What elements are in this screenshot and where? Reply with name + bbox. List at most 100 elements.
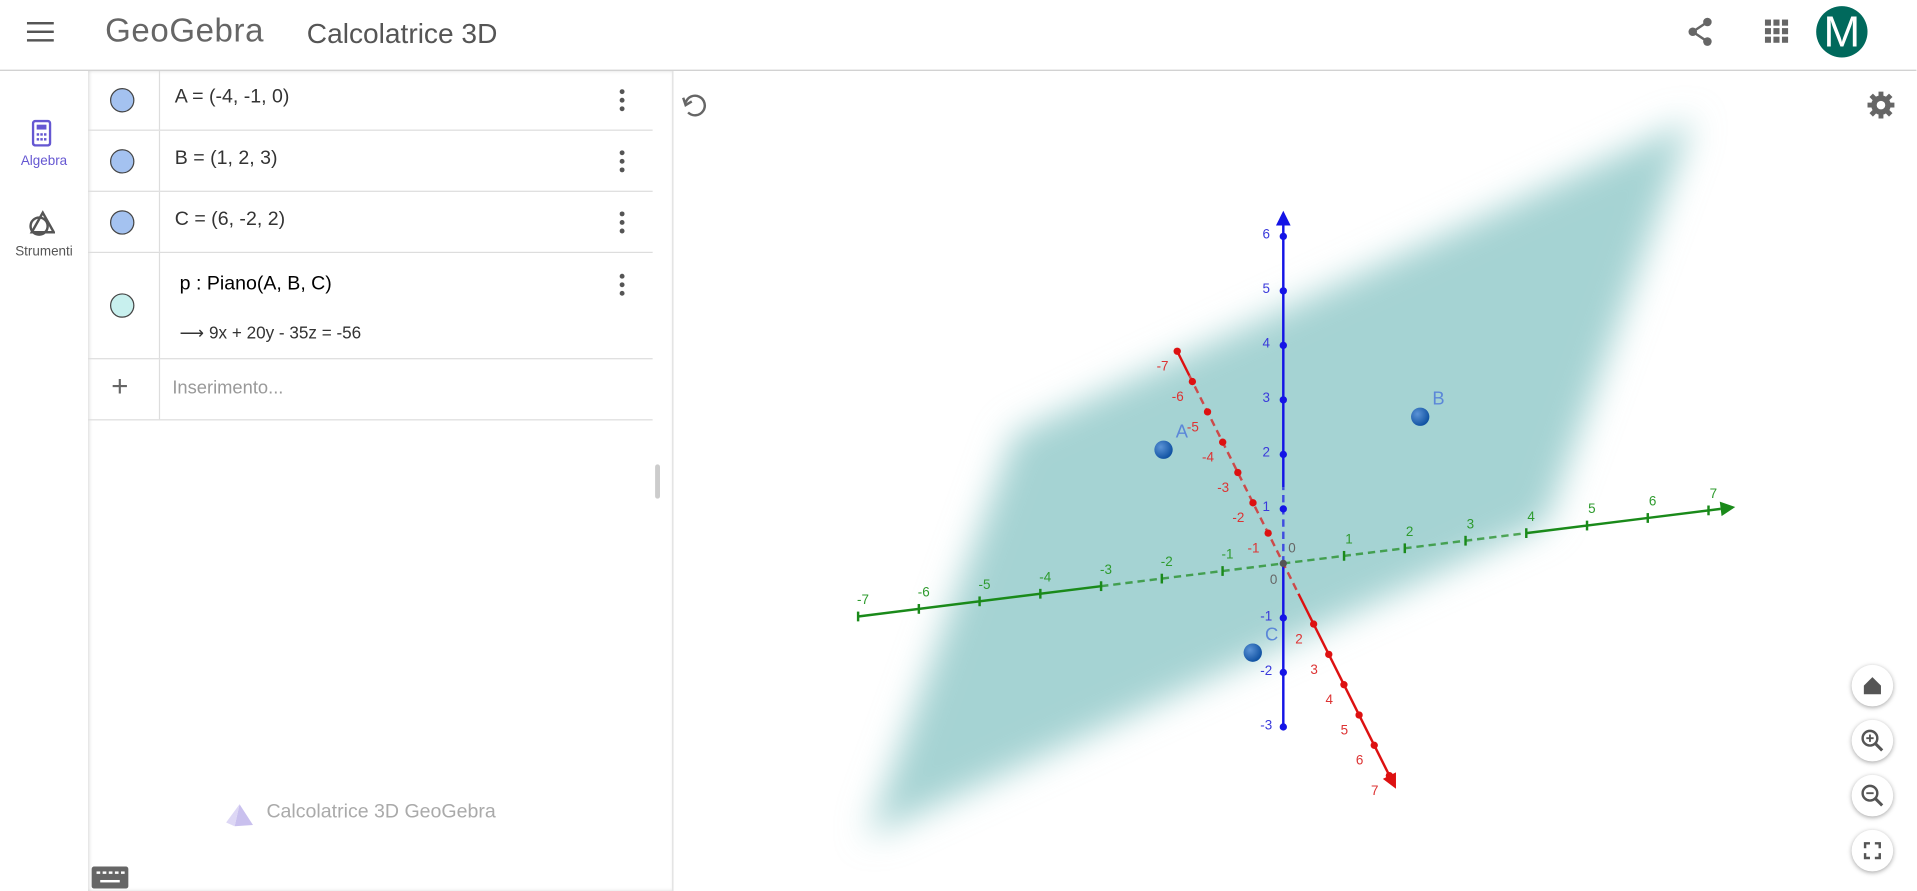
more-button[interactable]: [619, 150, 625, 176]
visibility-toggle[interactable]: [109, 293, 135, 318]
axis-label: 2: [1262, 445, 1269, 460]
axis-label: -6: [1172, 389, 1184, 404]
tick-dot: [1340, 681, 1348, 689]
origin: [1279, 559, 1287, 568]
share-button[interactable]: [1687, 17, 1716, 46]
undo-button[interactable]: [684, 94, 706, 117]
axis-label: -4: [1039, 569, 1051, 584]
axis-label: 4: [1326, 692, 1334, 707]
algebra-icon[interactable]: [31, 119, 52, 147]
axis-label: -3: [1100, 562, 1112, 577]
axis-label: -1: [1221, 547, 1233, 562]
separator: [158, 359, 161, 420]
tick-dot: [1219, 438, 1227, 446]
settings-button[interactable]: [1867, 91, 1895, 119]
undo-arrow: [682, 97, 693, 107]
axis-label: 2: [1406, 524, 1413, 539]
graphics-view: -7 -6 -5 -4 -3 -2 -1 1 2 3 4 5 6 7 -3 -2 -1 1 2 3 4 5 6 -7 -6 -5-…: [673, 71, 1916, 891]
tools-icon[interactable]: [28, 210, 55, 237]
axis-label: -6: [918, 585, 930, 600]
more-button[interactable]: [619, 273, 625, 300]
separator: [158, 252, 161, 359]
algebra-view: A = (-4, -1, 0) B = (1, 2, 3) C = (6, -2…: [87, 70, 674, 891]
tick-dot: [1370, 741, 1378, 749]
tick-dot: [1234, 468, 1242, 477]
axis-label: 3: [1262, 390, 1269, 405]
zoom-out-button[interactable]: [1851, 774, 1894, 817]
tick-dot: [1279, 450, 1287, 459]
algebra-row[interactable]: B = (1, 2, 3): [87, 130, 653, 192]
apps-button[interactable]: [1764, 19, 1789, 44]
tick-dot: [1279, 232, 1287, 241]
visibility-toggle[interactable]: [109, 149, 135, 174]
home-button[interactable]: [1851, 664, 1894, 707]
point-label: A: [1176, 421, 1189, 442]
axis: [1100, 531, 1527, 588]
add-icon: +: [111, 370, 129, 404]
origin-label: 0: [1270, 572, 1277, 587]
watermark-icon: [226, 804, 253, 827]
plane[interactable]: [867, 119, 1693, 838]
tick-dot: [1385, 771, 1394, 780]
point-label: B: [1432, 388, 1444, 409]
axis-label: -2: [1161, 554, 1173, 569]
more-button[interactable]: [619, 211, 625, 237]
origin-label: 0: [1288, 540, 1295, 555]
menu-button[interactable]: [26, 21, 56, 43]
more-button[interactable]: [619, 89, 625, 115]
axis-label: 5: [1262, 281, 1269, 296]
sidebar-label[interactable]: Strumenti: [15, 244, 73, 260]
axis-label: 1: [1262, 499, 1269, 514]
resize-handle[interactable]: [655, 464, 660, 499]
avatar[interactable]: M: [1816, 6, 1868, 58]
tick-dot: [1173, 347, 1181, 355]
axis-label: 6: [1649, 494, 1656, 509]
axis-label: 7: [1371, 783, 1378, 798]
sidebar-label[interactable]: Algebra: [20, 153, 68, 169]
axis-label: -3: [1217, 480, 1229, 495]
tick-dot: [1279, 341, 1287, 350]
algebra-row[interactable]: C = (6, -2, 2): [87, 191, 653, 253]
zoom-in-button[interactable]: [1851, 719, 1894, 762]
axis-label: -4: [1202, 450, 1214, 465]
fullscreen-button[interactable]: [1851, 829, 1894, 872]
watermark: Calcolatrice 3D GeoGebra: [266, 801, 496, 823]
tick-dot: [1279, 668, 1287, 677]
axis-label: 7: [1710, 486, 1717, 501]
row-text: p : Piano(A, B, C): [179, 273, 332, 295]
point-label: C: [1265, 623, 1278, 644]
input-row[interactable]: + Inserimento...: [87, 359, 653, 421]
visibility-toggle[interactable]: [109, 87, 135, 113]
axis: [1176, 350, 1191, 377]
visibility-toggle[interactable]: [109, 210, 135, 235]
input-placeholder[interactable]: Inserimento...: [172, 377, 284, 399]
sidebar: Algebra Strumenti: [0, 71, 129, 891]
header: GeoGebra Calcolatrice 3D M: [0, 0, 1917, 71]
axis-label: -1: [1260, 608, 1272, 623]
axis-label: -2: [1232, 510, 1244, 525]
axis-label: 5: [1341, 722, 1348, 737]
axis-label: -5: [979, 577, 991, 592]
separator: [158, 130, 161, 191]
3d-view[interactable]: -7-6-5-4-3-2-11234567-3-2-1123456-7-6-5-…: [673, 71, 1916, 891]
axis-label: 4: [1527, 509, 1535, 524]
algebra-row[interactable]: p : Piano(A, B, C) ⟶ 9x + 20y - 35z = -56: [87, 252, 653, 360]
point: [1411, 407, 1430, 426]
tick-dot: [1264, 529, 1272, 537]
axis-label: -7: [857, 592, 869, 607]
axis-label: 1: [1345, 532, 1352, 547]
tick-dot: [1203, 408, 1212, 416]
tick-dot: [1355, 711, 1363, 719]
tick-dot: [1325, 650, 1333, 659]
tick-dot: [1309, 620, 1318, 628]
row-text: A = (-4, -1, 0): [174, 86, 290, 108]
tick-dot: [1279, 287, 1287, 295]
keyboard-button[interactable]: [90, 865, 129, 889]
tick-dot: [1249, 499, 1257, 507]
algebra-row[interactable]: A = (-4, -1, 0): [87, 70, 653, 131]
row-output: 9x + 20y - 35z = -56: [208, 322, 362, 343]
output-arrow: ⟶: [179, 322, 205, 343]
axis-label: 6: [1262, 227, 1269, 242]
